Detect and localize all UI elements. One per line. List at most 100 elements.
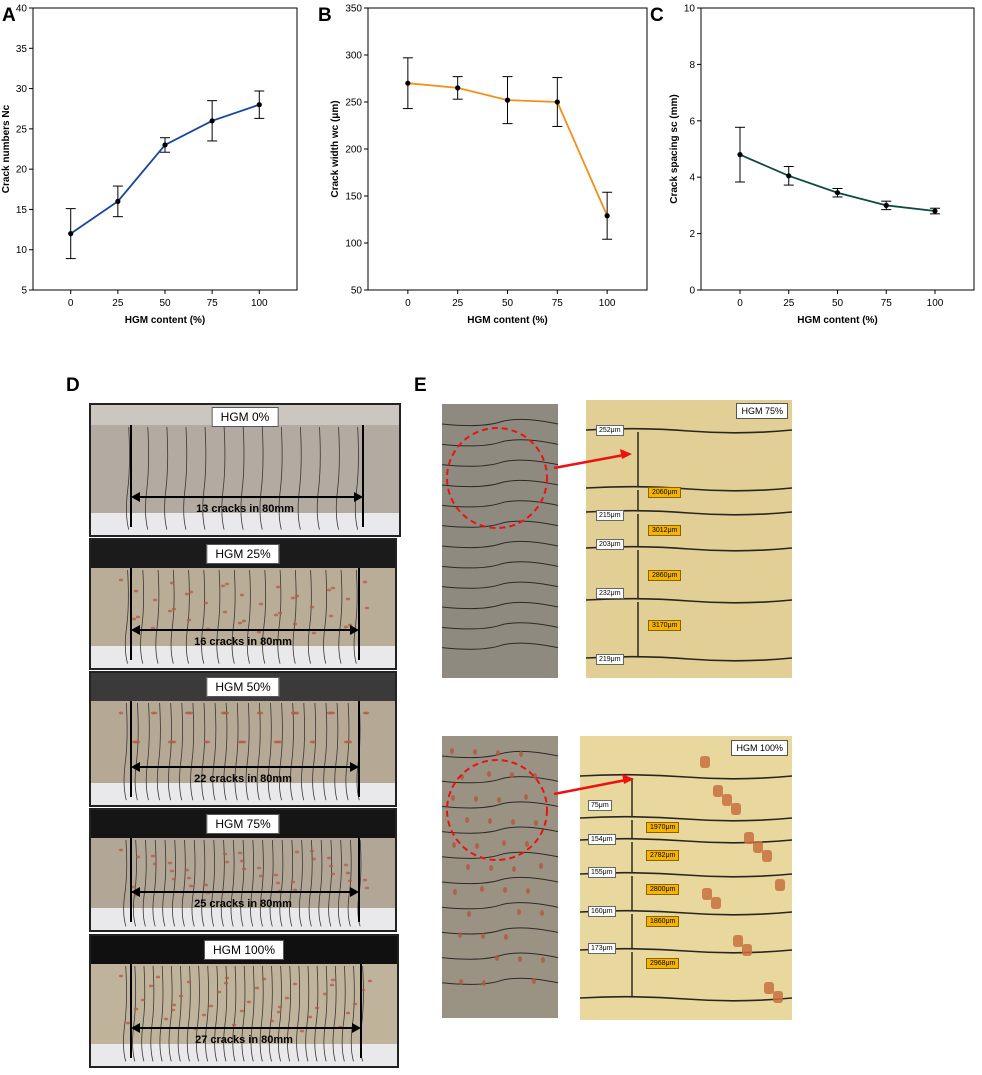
hgm-particle — [118, 711, 124, 715]
hgm-particle — [330, 586, 336, 590]
crack-line — [296, 965, 301, 1062]
hgm-particle — [273, 613, 279, 617]
y-axis-label: Crack width wc (μm) — [330, 100, 341, 197]
specimen-label: HGM 0% — [211, 407, 279, 427]
y-tick-label: 4 — [689, 173, 695, 184]
y-axis-label: Crack numbers Nc — [1, 104, 12, 193]
micrograph-tag: HGM 100% — [731, 740, 788, 756]
hgm-particle — [700, 756, 710, 768]
crack-line — [256, 702, 261, 801]
data-point — [737, 152, 743, 158]
y-tick-label: 250 — [345, 98, 362, 109]
hgm-particle — [167, 609, 173, 613]
crack-spacing-label: 3170μm — [648, 620, 682, 631]
crack-line — [145, 702, 150, 801]
crack-line — [442, 601, 558, 610]
crack-line — [240, 426, 245, 530]
y-tick-label: 150 — [345, 192, 362, 203]
hgm-particle — [497, 797, 501, 803]
hgm-particle — [203, 883, 209, 887]
hgm-particle — [167, 740, 173, 744]
hgm-particle — [753, 841, 763, 853]
hgm-particle — [241, 619, 247, 623]
x-tick-label: 50 — [502, 298, 514, 309]
crack-line — [141, 965, 146, 1062]
hgm-particle — [475, 843, 479, 849]
hgm-particle — [239, 1009, 245, 1013]
x-tick-label: 50 — [159, 298, 171, 309]
crack-line — [231, 569, 236, 664]
hgm-particle — [452, 842, 456, 848]
specimen-grip-bottom — [91, 1044, 397, 1066]
crack-count-caption: 25 cracks in 80mm — [194, 898, 292, 910]
hgm-particle — [314, 1006, 320, 1010]
crack-line — [205, 965, 209, 1062]
micrograph-tag: HGM 75% — [736, 403, 788, 419]
crack-line — [442, 520, 558, 528]
hgm-particle — [186, 618, 192, 622]
crack-line — [195, 965, 200, 1062]
hgm-particle — [311, 631, 317, 635]
data-point — [209, 118, 215, 124]
specimen-closeup-75 — [442, 404, 558, 678]
crack-width-label: 252μm — [596, 425, 624, 436]
crack-line — [277, 569, 282, 664]
data-point — [883, 202, 889, 208]
x-tick-label: 100 — [251, 298, 268, 309]
crack-width-label: 215μm — [596, 510, 624, 521]
specimen-closeup-100 — [442, 736, 558, 1018]
crack-line — [292, 569, 297, 664]
hgm-particle — [169, 581, 175, 585]
hgm-particle — [458, 932, 462, 938]
crack-line — [241, 965, 246, 1062]
hgm-particle — [504, 934, 508, 940]
hgm-particle — [330, 978, 336, 982]
hgm-particle — [343, 625, 349, 629]
crack-line — [212, 702, 217, 801]
x-axis-label: HGM content (%) — [797, 315, 878, 326]
y-tick-label: 350 — [345, 4, 362, 15]
hgm-particle — [328, 864, 334, 868]
crack-line — [179, 702, 183, 801]
hgm-particle — [364, 886, 370, 890]
crack-line — [250, 965, 255, 1062]
hgm-particle — [222, 852, 228, 856]
hgm-particle — [309, 605, 315, 609]
hgm-particle — [367, 979, 373, 983]
y-axis-label: Crack spacing sc (mm) — [669, 94, 680, 204]
hgm-particle — [524, 794, 528, 800]
crack-line — [297, 426, 302, 530]
data-point — [162, 142, 168, 148]
hgm-particle — [261, 977, 267, 981]
crack-line — [353, 569, 358, 664]
hgm-particle — [169, 869, 175, 873]
x-tick-label: 25 — [783, 298, 795, 309]
crack-line — [580, 815, 792, 822]
crack-line — [442, 622, 558, 630]
specimen-drawing — [91, 405, 399, 535]
hgm-particle — [711, 897, 721, 909]
hgm-particle — [488, 818, 492, 824]
hgm-particle — [326, 588, 332, 592]
crack-line — [314, 965, 319, 1062]
crack-line — [168, 965, 173, 1062]
data-point — [504, 97, 511, 103]
hgm-particle — [254, 986, 260, 990]
data-point — [115, 198, 121, 204]
hgm-particle — [118, 848, 124, 852]
hgm-particle — [465, 817, 469, 823]
crack-line — [290, 702, 294, 801]
crack-line — [190, 702, 195, 801]
arrowhead-left — [131, 887, 140, 897]
hgm-particle — [237, 851, 243, 855]
crack-line — [201, 569, 206, 664]
crack-line — [442, 418, 558, 427]
crack-line — [164, 426, 169, 530]
hgm-particle — [329, 983, 335, 987]
crack-width-label: 219μm — [596, 654, 624, 665]
chart-crack-width: 50 100 150 200 250 300 350 0 25 50 75 100 HGM conten… — [330, 4, 648, 326]
hgm-particle — [152, 598, 158, 602]
hgm-particle — [131, 885, 137, 889]
crack-line — [334, 702, 339, 801]
